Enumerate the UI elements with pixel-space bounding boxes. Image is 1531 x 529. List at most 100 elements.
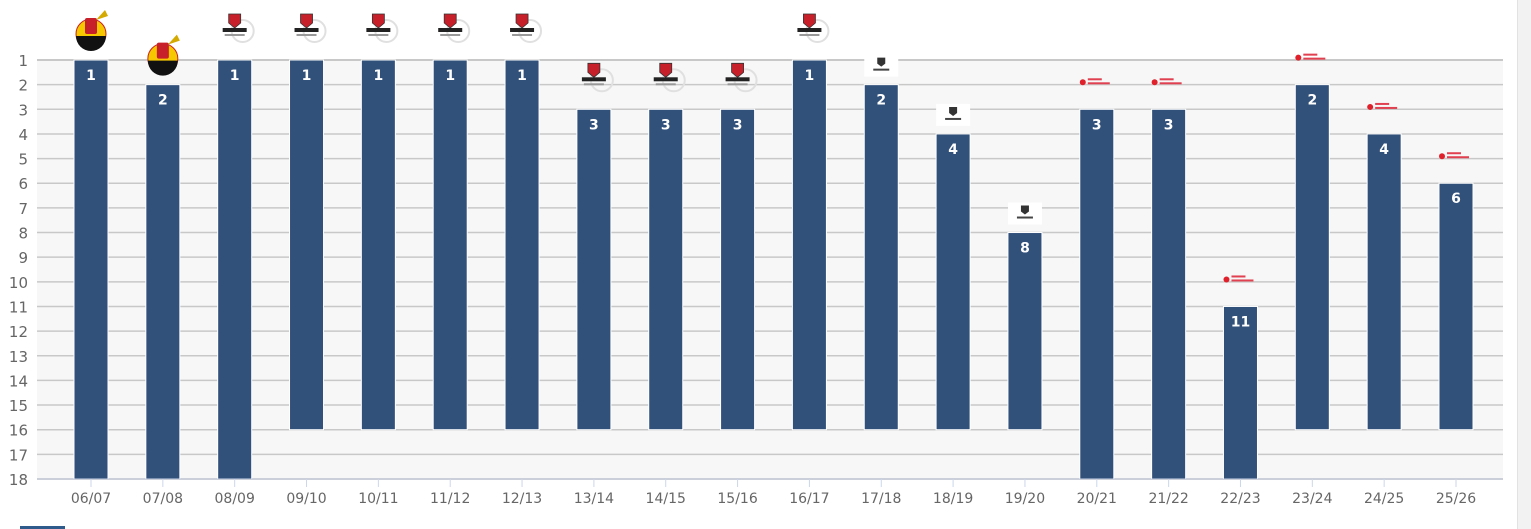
y-tick-label: 16: [9, 422, 28, 440]
data-label: 1: [86, 68, 96, 84]
x-tick-label: 08/09: [215, 491, 255, 507]
data-label: 1: [230, 68, 240, 84]
bar-13-14[interactable]: [576, 108, 612, 431]
y-tick-label: 5: [18, 151, 28, 169]
jupiler-pro-league-red-icon: [1439, 152, 1469, 160]
x-tick-label: 20/21: [1077, 491, 1117, 507]
y-tick-label: 13: [9, 348, 28, 366]
y-tick-label: 8: [18, 225, 28, 243]
bar-10-11[interactable]: [360, 59, 396, 431]
data-label: 6: [1451, 191, 1461, 207]
y-tick-label: 6: [18, 175, 28, 193]
x-tick-label: 23/24: [1292, 491, 1332, 507]
data-label: 4: [948, 142, 958, 158]
y-tick-label: 14: [9, 372, 28, 390]
bar-20-21[interactable]: [1079, 108, 1115, 480]
y-tick-label: 7: [18, 200, 28, 218]
x-tick-label: 10/11: [358, 491, 398, 507]
bar-18-19[interactable]: [935, 133, 971, 431]
bar-11-12[interactable]: [432, 59, 468, 431]
x-tick-label: 18/19: [933, 491, 973, 507]
data-label: 3: [661, 117, 671, 133]
bar-12-13[interactable]: [504, 59, 540, 431]
bar-09-10[interactable]: [289, 59, 325, 431]
y-tick-label: 15: [9, 397, 28, 415]
jupiler-league-mascot-icon: [147, 34, 180, 76]
jupiler-pro-league-shield-icon: [797, 13, 830, 43]
bar-21-22[interactable]: [1151, 108, 1187, 480]
x-tick-label: 12/13: [502, 491, 542, 507]
x-tick-label: 16/17: [789, 491, 829, 507]
x-tick-label: 07/08: [143, 491, 183, 507]
bar-24-25[interactable]: [1366, 133, 1402, 431]
jupiler-pro-league-shield-icon: [222, 13, 255, 43]
x-tick-label: 15/16: [717, 491, 757, 507]
data-label: 2: [1307, 93, 1317, 109]
data-label: 1: [445, 68, 455, 84]
plot-area: [37, 60, 1503, 479]
y-tick-label: 3: [18, 101, 28, 119]
data-label: 3: [589, 117, 599, 133]
jupiler-pro-league-red-icon: [1367, 102, 1398, 110]
y-tick-label: 1: [18, 52, 28, 70]
bottom-tab-indicator: [20, 526, 65, 529]
data-label: 1: [805, 68, 815, 84]
x-tick-label: 19/20: [1005, 491, 1045, 507]
bar-17-18[interactable]: [863, 84, 899, 431]
y-tick-label: 10: [9, 274, 28, 292]
jupiler-league-mascot-icon: [75, 10, 108, 51]
bar-22-23[interactable]: [1222, 305, 1258, 480]
y-tick-label: 11: [9, 298, 28, 316]
x-tick-label: 21/22: [1148, 491, 1188, 507]
bar-16-17[interactable]: [791, 59, 827, 431]
jupiler-pro-league-small-icon: [864, 54, 899, 77]
bar-23-24[interactable]: [1294, 84, 1330, 431]
data-label: 4: [1379, 142, 1389, 158]
bar-08-09[interactable]: [217, 59, 253, 480]
jupiler-pro-league-shield-icon: [510, 13, 543, 43]
data-label: 3: [733, 117, 743, 133]
jupiler-pro-league-shield-icon: [653, 62, 686, 93]
x-tick-label: 22/23: [1220, 491, 1260, 507]
x-tick-label: 17/18: [861, 491, 901, 507]
jupiler-pro-league-red-icon: [1151, 78, 1182, 86]
data-label: 8: [1020, 241, 1030, 257]
bar-14-15[interactable]: [648, 108, 684, 431]
jupiler-pro-league-shield-icon: [581, 62, 614, 93]
x-tick-label: 14/15: [646, 491, 686, 507]
bar-25-26[interactable]: [1438, 182, 1474, 431]
x-tick-label: 13/14: [574, 491, 614, 507]
data-label: 11: [1231, 314, 1250, 330]
jupiler-pro-league-small-icon: [1007, 202, 1042, 225]
x-tick-label: 06/07: [71, 491, 111, 507]
bar-07-08[interactable]: [145, 84, 181, 480]
y-tick-label: 9: [18, 249, 28, 267]
data-label: 1: [373, 68, 383, 84]
data-label: 3: [1164, 117, 1174, 133]
y-tick-label: 17: [9, 446, 28, 464]
jupiler-pro-league-shield-icon: [294, 13, 327, 43]
jupiler-pro-league-shield-icon: [366, 13, 399, 43]
x-tick-label: 24/25: [1364, 491, 1404, 507]
vertical-scrollbar[interactable]: [1517, 0, 1531, 529]
jupiler-pro-league-red-icon: [1079, 78, 1110, 86]
jupiler-pro-league-red-icon: [1295, 53, 1326, 61]
bar-15-16[interactable]: [720, 108, 756, 431]
y-tick-label: 4: [18, 126, 28, 144]
jupiler-pro-league-shield-icon: [438, 13, 471, 43]
y-tick-label: 2: [18, 77, 28, 95]
data-label: 2: [876, 93, 886, 109]
data-label: 1: [302, 68, 312, 84]
data-label: 3: [1092, 117, 1102, 133]
data-label: 2: [158, 93, 168, 109]
jupiler-pro-league-small-icon: [936, 103, 971, 126]
jupiler-pro-league-red-icon: [1223, 275, 1254, 283]
x-tick-label: 11/12: [430, 491, 470, 507]
bar-06-07[interactable]: [73, 59, 109, 480]
y-tick-label: 12: [9, 323, 28, 341]
y-tick-label: 18: [9, 471, 28, 489]
bar-19-20[interactable]: [1007, 232, 1043, 431]
x-tick-label: 25/26: [1436, 491, 1476, 507]
data-label: 1: [517, 68, 527, 84]
